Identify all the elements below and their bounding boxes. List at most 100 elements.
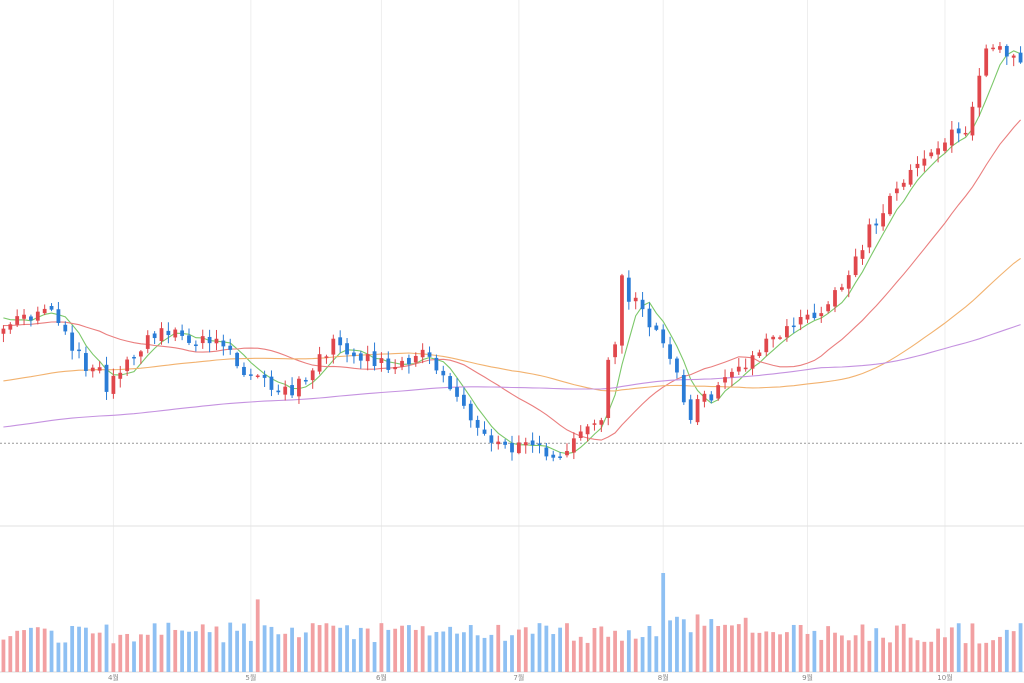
volume-bar [132, 641, 136, 672]
candle-body [688, 399, 693, 420]
candle [393, 359, 398, 375]
volume-bar [262, 625, 267, 672]
volume-bar [764, 631, 769, 672]
candle-body [248, 374, 253, 376]
candle [145, 330, 150, 354]
candle-body [331, 338, 336, 355]
candle [798, 309, 803, 331]
candle [949, 121, 954, 153]
candle [530, 432, 535, 453]
candle [365, 345, 370, 371]
volume-bar [200, 624, 205, 672]
candle [338, 330, 343, 353]
candle [881, 204, 886, 231]
candle [833, 287, 837, 313]
volume-bar [248, 640, 253, 672]
volume-bar [977, 643, 982, 672]
candle [70, 325, 75, 360]
candle [826, 301, 831, 314]
candle-body [77, 349, 81, 352]
volume-bar [448, 626, 453, 672]
volume-bar [427, 635, 432, 672]
volume-bar [826, 626, 831, 672]
volume-bar [331, 625, 336, 672]
candle [654, 322, 659, 332]
candle-body [345, 343, 349, 355]
volume-bar [681, 619, 686, 672]
candle-body [730, 371, 734, 378]
candle [668, 336, 672, 365]
candle-body [805, 314, 810, 320]
volume-bar [152, 623, 157, 672]
candle [853, 248, 858, 278]
candle-body [269, 376, 274, 390]
candle-body [297, 378, 301, 397]
candle-body [214, 338, 219, 344]
candle-body [661, 329, 666, 344]
candle [448, 372, 453, 391]
volume-bar [620, 640, 624, 672]
candle-body [874, 223, 879, 226]
candle-body [111, 375, 116, 394]
candle-body [640, 299, 645, 310]
candle [785, 319, 789, 342]
volume-bar [675, 616, 679, 672]
candle [207, 329, 212, 353]
candle-body [15, 316, 20, 325]
candle-body [984, 48, 989, 76]
volume-bar [56, 642, 61, 672]
candle-body [991, 47, 995, 50]
volume-bar [613, 630, 617, 672]
volume-bar [269, 626, 274, 672]
candle [894, 181, 899, 201]
candle-body [606, 359, 611, 418]
candle [860, 244, 865, 265]
volume-bar [221, 642, 226, 672]
volume-bar [400, 625, 404, 672]
volume-bar [888, 642, 892, 672]
volume-bar [1, 639, 6, 672]
candle [468, 400, 473, 428]
candle-body [228, 345, 233, 350]
candle-body [633, 297, 638, 302]
volume-bar [606, 636, 611, 672]
candle-body [846, 275, 851, 289]
volume-bar [173, 629, 178, 672]
month-label: 4월 [108, 673, 119, 682]
candle [42, 304, 47, 316]
candle [180, 324, 185, 341]
candle-body [400, 360, 404, 367]
candle-body [152, 333, 157, 339]
candle [626, 270, 631, 310]
candle [214, 329, 219, 351]
candle [578, 425, 583, 441]
volume-bar [317, 625, 322, 672]
candle [915, 156, 920, 177]
candle-body [908, 169, 913, 185]
volume-bar [8, 636, 13, 672]
candle [640, 292, 645, 317]
volume-bar [407, 625, 411, 672]
candle-body [785, 326, 789, 338]
volume-bar [558, 627, 562, 672]
candle-body [537, 443, 542, 445]
candle-body [791, 325, 796, 328]
volume-bar [688, 632, 693, 672]
candle [413, 352, 418, 367]
candle-body [338, 337, 343, 346]
volume-bar [441, 631, 446, 672]
volume-bar [1011, 631, 1016, 672]
volume-bar [736, 624, 741, 672]
volume-bar [104, 624, 109, 672]
volume-bar [1004, 629, 1009, 672]
candle-body [750, 355, 755, 369]
volume-bar [908, 637, 913, 672]
volume-bar [833, 632, 837, 672]
volume-bar [929, 641, 934, 672]
candle-body [620, 275, 624, 346]
volume-bar [365, 628, 370, 672]
volume-bar [626, 630, 631, 672]
volume-bar [771, 632, 776, 672]
volume-bar [915, 640, 920, 672]
